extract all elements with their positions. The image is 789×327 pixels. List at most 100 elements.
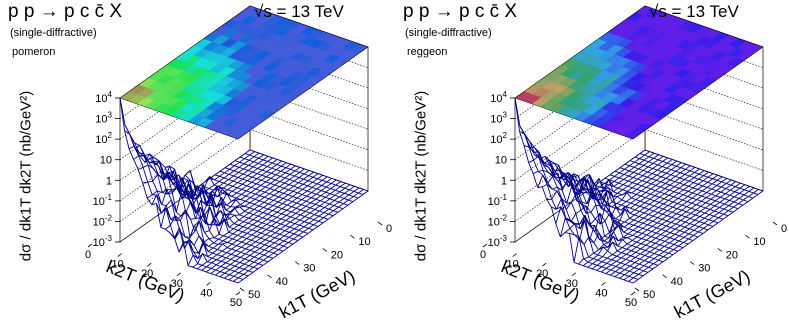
mesh-line (255, 190, 261, 195)
mesh-line (139, 155, 146, 163)
mesh-line (321, 181, 327, 186)
mesh-line (593, 252, 599, 256)
mesh-line (204, 206, 211, 215)
color-cell (147, 81, 165, 91)
mesh-line (601, 262, 607, 268)
mesh-line (578, 236, 585, 245)
mesh-line (239, 156, 245, 160)
mesh-line (552, 186, 558, 190)
mesh-line (675, 228, 680, 232)
mesh-line (284, 226, 291, 232)
mesh-line (321, 176, 328, 181)
mesh-line (605, 210, 612, 218)
mesh-line (624, 265, 631, 270)
mesh-line (644, 207, 650, 210)
mesh-line (682, 190, 689, 196)
mesh-line (667, 210, 673, 213)
mesh-line (250, 241, 257, 246)
mesh-line (284, 231, 290, 237)
color-cell (305, 57, 324, 68)
mesh-line (738, 198, 744, 201)
x-tick (482, 243, 488, 248)
mesh-line (246, 243, 251, 246)
mesh-line (273, 249, 279, 254)
mesh-line (225, 209, 231, 213)
mesh-line (287, 190, 294, 196)
mesh-line (660, 183, 666, 188)
color-cell (618, 98, 637, 108)
mesh-line (685, 168, 691, 172)
mesh-line (358, 189, 364, 194)
mesh-line (245, 248, 251, 251)
mesh-line (673, 196, 679, 199)
mesh-line (217, 192, 223, 198)
mesh-line (157, 190, 163, 194)
mesh-line (622, 185, 628, 191)
mesh-line (638, 159, 645, 165)
mesh-line (277, 159, 282, 162)
color-cell (569, 61, 588, 71)
color-cell (625, 120, 644, 130)
mesh-line (670, 174, 676, 177)
mesh-line (573, 173, 580, 184)
mesh-line (653, 157, 659, 161)
mesh-line (665, 227, 672, 232)
mesh-line (233, 170, 239, 173)
mesh-line (649, 256, 655, 260)
mesh-line (272, 215, 277, 218)
mesh-line (260, 184, 266, 188)
mesh-line (643, 265, 649, 268)
mesh-line (693, 229, 699, 233)
mesh-line (661, 220, 667, 225)
color-cell (623, 41, 642, 51)
mesh-line (699, 221, 705, 224)
mesh-line (678, 187, 684, 191)
mesh-line (676, 218, 681, 221)
mesh-line (246, 185, 252, 188)
mesh-line (263, 203, 269, 208)
color-cell (185, 45, 203, 55)
color-cell (719, 44, 737, 55)
mesh-line (699, 168, 705, 171)
color-cell (222, 19, 240, 29)
energy-label: √s = 13 TeV (254, 2, 344, 21)
mesh-line (606, 254, 613, 259)
mesh-line (552, 176, 558, 188)
mesh-line (317, 174, 323, 180)
mesh-line (688, 182, 694, 187)
mesh-line (657, 169, 662, 173)
mesh-line (324, 198, 331, 203)
mesh-line (712, 173, 718, 176)
color-cell (559, 77, 578, 88)
mesh-line (257, 217, 263, 222)
mesh-line (224, 277, 230, 281)
mesh-line (677, 247, 684, 252)
mesh-line (225, 206, 232, 211)
mesh-line (290, 168, 296, 172)
mesh-line (289, 170, 296, 175)
mesh-line (225, 262, 231, 265)
mesh-line (588, 236, 595, 244)
mesh-line (174, 230, 181, 240)
mesh-line (619, 163, 626, 169)
mesh-line (650, 246, 655, 249)
mesh-line (225, 267, 230, 271)
color-cell (639, 56, 658, 66)
mesh-line (694, 166, 700, 170)
mesh-line (668, 244, 675, 249)
mesh-line (353, 187, 360, 192)
mesh-line (667, 215, 672, 218)
mesh-line (187, 265, 193, 268)
mesh-line (310, 207, 315, 210)
mesh-line (280, 228, 285, 232)
color-cell (532, 87, 551, 98)
mesh-line (612, 241, 618, 252)
mesh-line (600, 268, 607, 273)
color-cell (299, 26, 318, 36)
mesh-line (551, 199, 557, 210)
mesh-line (682, 194, 688, 197)
mesh-line (639, 149, 646, 154)
mesh-line (329, 198, 335, 201)
mesh-line (648, 152, 655, 158)
color-cell (272, 36, 291, 47)
